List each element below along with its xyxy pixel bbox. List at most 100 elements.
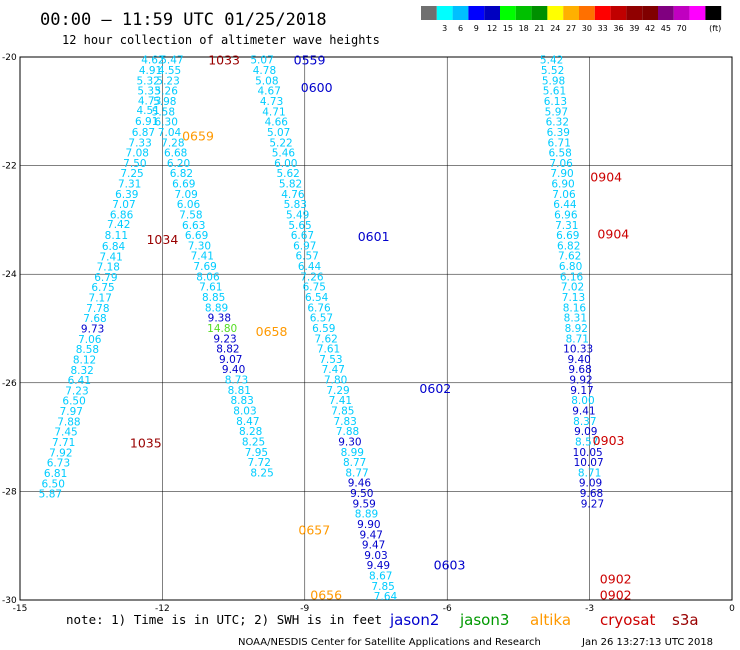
wave-height-value: 7.06 xyxy=(552,189,576,201)
wave-height-value: 6.57 xyxy=(310,313,333,325)
wave-height-value: 5.26 xyxy=(155,86,179,98)
wave-height-value: 8.73 xyxy=(225,375,248,387)
y-tick-label: -26 xyxy=(2,379,17,389)
wave-height-value: 6.50 xyxy=(42,478,65,490)
wave-height-value: 9.68 xyxy=(580,488,603,500)
wave-height-value: 8.31 xyxy=(564,313,587,325)
wave-height-value: 7.17 xyxy=(89,293,112,305)
wave-height-value: 7.53 xyxy=(319,354,342,366)
wave-height-value: 5.49 xyxy=(286,209,309,221)
wave-height-value: 7.95 xyxy=(245,447,268,459)
wave-height-value: 8.03 xyxy=(233,405,256,417)
wave-height-value: 6.86 xyxy=(110,209,134,221)
y-tick-label: -28 xyxy=(2,487,17,497)
wave-height-value: 7.90 xyxy=(550,168,573,180)
wave-height-value: 6.16 xyxy=(560,271,584,283)
wave-height-value: 7.26 xyxy=(300,271,324,283)
wave-height-value: 8.92 xyxy=(565,323,588,335)
wave-height-value: 9.46 xyxy=(348,478,372,490)
wave-height-value: 9.92 xyxy=(569,375,592,387)
colorbar-label: 70 xyxy=(677,24,687,33)
wave-height-value: 8.47 xyxy=(236,416,259,428)
satellite-legend: jason2 jason3 altika cryosat s3a xyxy=(389,611,699,629)
wave-height-value: 9.59 xyxy=(352,498,375,510)
wave-height-value: 7.61 xyxy=(199,282,222,294)
wave-height-value: 9.23 xyxy=(213,333,236,345)
wave-height-value: 5.08 xyxy=(255,75,278,87)
wave-height-value: 7.88 xyxy=(57,416,80,428)
wave-height-value: 6.69 xyxy=(172,179,195,191)
wave-height-value: 7.31 xyxy=(118,179,141,191)
colorbar-swatch xyxy=(626,6,643,20)
y-tick-label: -22 xyxy=(2,162,17,172)
wave-height-value: 7.28 xyxy=(161,137,184,149)
satellite-legend-item: s3a xyxy=(672,611,699,629)
wave-height-value: 9.50 xyxy=(350,488,373,500)
x-tick-label: -9 xyxy=(300,604,309,614)
colorbar-label: 6 xyxy=(458,24,463,33)
y-tick-label: -30 xyxy=(2,596,17,606)
x-tick-label: -12 xyxy=(155,604,170,614)
wave-height-value: 7.06 xyxy=(549,158,573,170)
wave-height-value: 9.09 xyxy=(574,426,597,438)
wave-height-value: 7.42 xyxy=(107,219,130,231)
wave-height-value: 5.62 xyxy=(276,168,299,180)
pass-time-label: 0656 xyxy=(310,588,342,603)
wave-height-value: 7.31 xyxy=(555,220,578,232)
wave-height-value: 5.46 xyxy=(272,148,296,160)
colorbar-label: 15 xyxy=(503,24,513,33)
wave-height-value: 6.06 xyxy=(177,199,201,211)
wave-height-value: 6.39 xyxy=(547,127,570,139)
colorbar-swatch xyxy=(689,6,706,20)
pass-time-label: 0657 xyxy=(298,522,330,537)
wave-height-value: 8.89 xyxy=(355,509,378,521)
wave-height-value: 7.08 xyxy=(126,148,149,160)
colorbar-label: 3 xyxy=(442,24,447,33)
satellite-legend-item: jason3 xyxy=(459,611,509,629)
wave-height-value: 7.85 xyxy=(331,405,354,417)
wave-height-value: 7.68 xyxy=(83,313,106,325)
pass-time-label: 0904 xyxy=(590,169,622,184)
y-tick-label: -20 xyxy=(2,53,17,63)
plot-area xyxy=(19,56,733,601)
wave-height-value: 7.41 xyxy=(191,251,214,263)
wave-height-value: 8.67 xyxy=(369,571,392,583)
wave-height-value: 7.18 xyxy=(97,262,120,274)
wave-height-value: 9.09 xyxy=(579,478,602,490)
wave-height-value: 6.97 xyxy=(293,240,316,252)
wave-height-value: 6.58 xyxy=(548,148,571,160)
wave-height-value: 14.80 xyxy=(207,323,237,335)
wave-height-value: 5.87 xyxy=(39,489,62,501)
wave-height-value: 7.09 xyxy=(174,189,197,201)
colorbar-swatch xyxy=(468,6,485,20)
wave-height-value: 6.75 xyxy=(91,282,114,294)
wave-height-value: 5.61 xyxy=(543,86,566,98)
wave-height-value: 8.99 xyxy=(341,447,364,459)
colorbar-swatch xyxy=(452,6,469,20)
wave-height-value: 8.37 xyxy=(573,416,596,428)
wave-height-value: 10.07 xyxy=(574,457,604,469)
colorbar-label: 33 xyxy=(598,24,608,33)
pass-time-label: 1035 xyxy=(130,436,162,451)
pass-time-label: 0559 xyxy=(294,53,326,68)
wave-height-value: 8.83 xyxy=(230,395,253,407)
satellite-legend-item: cryosat xyxy=(600,611,655,629)
wave-height-value: 6.00 xyxy=(274,158,297,170)
wave-height-value: 5.47 xyxy=(160,55,183,67)
wave-height-value: 9.47 xyxy=(360,529,383,541)
colorbar-label: 12 xyxy=(487,24,497,33)
wave-height-value: 6.81 xyxy=(44,468,67,480)
wave-height-value: 5.23 xyxy=(156,75,179,87)
wave-height-value: 5.65 xyxy=(288,220,311,232)
pass-time-label: 0600 xyxy=(301,80,333,95)
colorbar-label: 24 xyxy=(550,24,560,33)
wave-height-value: 9.27 xyxy=(581,498,604,510)
colorbar-swatch xyxy=(436,6,453,20)
colorbar-label: 30 xyxy=(582,24,592,33)
wave-height-value: 7.04 xyxy=(158,127,182,139)
wave-height-value: 4.91 xyxy=(139,65,162,77)
wave-height-value: 8.25 xyxy=(242,436,265,448)
wave-height-value: 8.77 xyxy=(345,467,368,479)
wave-height-value: 6.67 xyxy=(291,230,314,242)
pass-time-label: 0658 xyxy=(256,324,288,339)
